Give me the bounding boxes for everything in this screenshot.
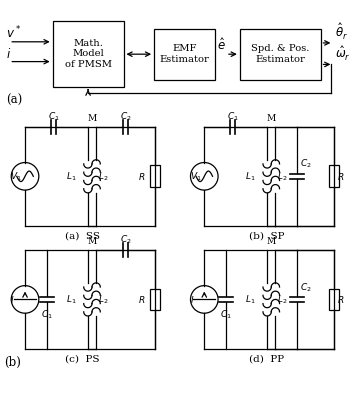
- Text: $L_2$: $L_2$: [98, 170, 109, 183]
- Text: $I$: $I$: [10, 294, 15, 305]
- Bar: [53, 21, 124, 87]
- Text: $L_1$: $L_1$: [66, 170, 76, 183]
- Text: $v^*$: $v^*$: [6, 24, 21, 41]
- Text: $R$: $R$: [138, 171, 145, 182]
- Text: (b): (b): [4, 356, 21, 369]
- Bar: [240, 29, 321, 80]
- Text: (a): (a): [6, 94, 23, 107]
- Bar: [329, 288, 339, 310]
- Text: $i$: $i$: [6, 47, 11, 61]
- Text: Spd. & Pos.
Estimator: Spd. & Pos. Estimator: [251, 44, 309, 64]
- Text: EMF
Estimator: EMF Estimator: [160, 44, 209, 64]
- Text: $C_1$: $C_1$: [227, 110, 239, 123]
- Text: M: M: [267, 237, 276, 246]
- Text: $C_2$: $C_2$: [120, 234, 131, 246]
- Text: $C_1$: $C_1$: [48, 110, 60, 123]
- Text: $L_1$: $L_1$: [245, 170, 255, 183]
- Text: $I$: $I$: [190, 294, 194, 305]
- Text: M: M: [87, 114, 97, 123]
- Text: $C_2$: $C_2$: [300, 281, 312, 294]
- Bar: [150, 165, 160, 187]
- Text: $R$: $R$: [337, 171, 345, 182]
- Text: M: M: [267, 114, 276, 123]
- Bar: [329, 165, 339, 187]
- Text: (a)  SS: (a) SS: [65, 231, 100, 241]
- Text: $\hat{\theta}_r$: $\hat{\theta}_r$: [335, 22, 348, 42]
- Text: (b)  SP: (b) SP: [248, 231, 284, 241]
- Text: $C_2$: $C_2$: [120, 110, 131, 123]
- Text: (d)  PP: (d) PP: [249, 354, 284, 364]
- Text: $\hat{e}$: $\hat{e}$: [217, 37, 226, 53]
- Text: (c)  PS: (c) PS: [65, 354, 99, 364]
- Text: $R$: $R$: [138, 294, 145, 305]
- Text: $C_2$: $C_2$: [300, 158, 312, 171]
- Bar: [154, 29, 215, 80]
- Bar: [150, 288, 160, 310]
- Text: $\hat{\omega}_r$: $\hat{\omega}_r$: [335, 45, 351, 63]
- Text: $L_1$: $L_1$: [66, 293, 76, 306]
- Text: $V_1$: $V_1$: [190, 170, 201, 183]
- Text: $R$: $R$: [337, 294, 345, 305]
- Text: $V_1$: $V_1$: [10, 170, 22, 183]
- Text: M: M: [87, 237, 97, 246]
- Text: $C_1$: $C_1$: [41, 308, 53, 321]
- Text: $L_2$: $L_2$: [277, 170, 288, 183]
- Text: Math.
Model
of PMSM: Math. Model of PMSM: [65, 39, 111, 69]
- Text: $L_2$: $L_2$: [277, 293, 288, 306]
- Text: $L_1$: $L_1$: [245, 293, 255, 306]
- Text: $L_2$: $L_2$: [98, 293, 109, 306]
- Text: $C_1$: $C_1$: [220, 308, 232, 321]
